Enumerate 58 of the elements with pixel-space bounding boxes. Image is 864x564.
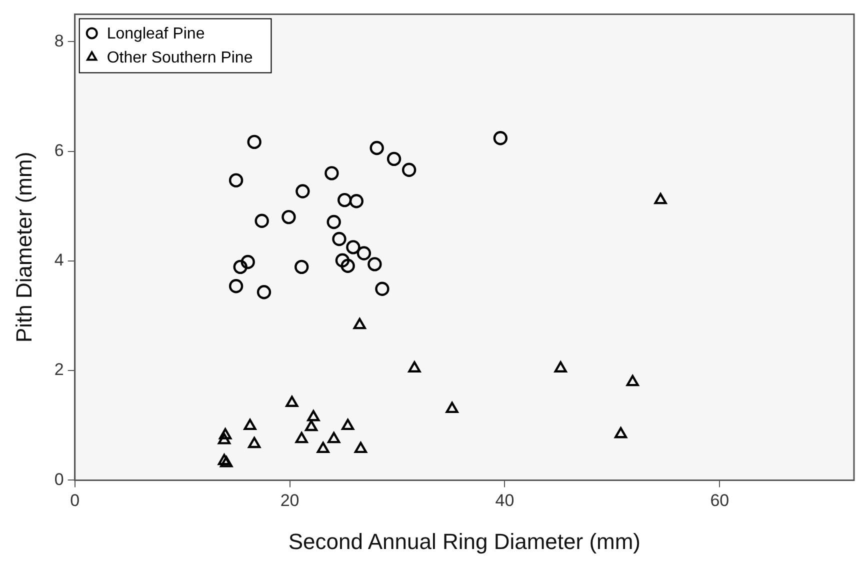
- y-axis-title: Pith Diameter (mm): [11, 152, 36, 343]
- point: [247, 134, 262, 150]
- x-tick-label: 20: [280, 491, 300, 510]
- y-tick-label: 2: [54, 360, 64, 380]
- point: [342, 418, 354, 430]
- point: [335, 253, 350, 268]
- point: [338, 192, 352, 208]
- point: [375, 282, 390, 296]
- point: [554, 361, 567, 372]
- point: [240, 254, 255, 270]
- x-tick-label: 60: [710, 491, 730, 510]
- point: [324, 166, 339, 180]
- point: [294, 260, 309, 274]
- point: [256, 285, 272, 300]
- point: [218, 454, 231, 466]
- y-tick-label: 6: [54, 140, 64, 160]
- x-tick-label: 40: [495, 491, 514, 510]
- point: [340, 258, 355, 273]
- y-tick-label: 8: [54, 31, 64, 50]
- point: [346, 240, 360, 254]
- legend-label: Other Southern Pine: [106, 50, 253, 67]
- point: [304, 420, 318, 432]
- x-axis-title: Second Annual Ring Diameter (mm): [288, 528, 641, 554]
- point: [307, 410, 320, 422]
- point: [248, 436, 261, 448]
- point: [295, 432, 308, 444]
- point: [493, 131, 508, 146]
- point: [614, 427, 628, 438]
- point: [328, 432, 340, 444]
- point: [626, 374, 639, 386]
- point: [218, 433, 231, 444]
- point: [228, 173, 244, 188]
- point: [326, 214, 341, 230]
- x-tick-label: 0: [70, 491, 80, 510]
- point: [219, 428, 232, 440]
- point: [254, 214, 269, 228]
- point: [228, 279, 244, 294]
- point: [446, 402, 458, 414]
- point: [296, 184, 310, 198]
- legend-label: Longleaf Pine: [106, 26, 205, 43]
- point: [286, 396, 298, 407]
- y-tick-label: 0: [54, 470, 64, 489]
- point: [368, 257, 382, 272]
- point: [354, 442, 368, 454]
- point: [220, 456, 233, 468]
- point: [282, 210, 296, 224]
- point: [402, 162, 416, 177]
- point: [370, 140, 384, 156]
- y-tick-label: 4: [54, 250, 64, 270]
- point: [356, 246, 372, 260]
- point: [244, 418, 256, 430]
- point: [408, 361, 421, 372]
- point: [386, 152, 402, 166]
- point: [349, 194, 364, 208]
- point: [233, 260, 248, 274]
- point: [353, 318, 366, 330]
- point: [316, 442, 330, 454]
- point: [332, 232, 346, 246]
